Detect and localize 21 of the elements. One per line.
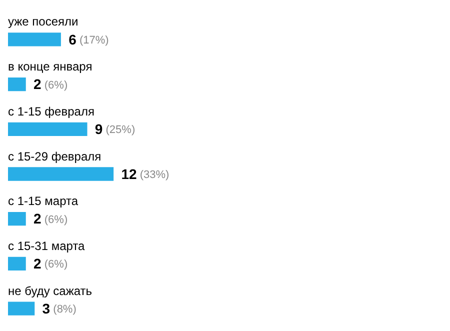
y-tick-label: уже посеяли xyxy=(8,14,78,29)
data-label: 12 (33%) xyxy=(121,166,170,182)
y-tick-label: с 15-29 февраля xyxy=(8,149,102,164)
data-label: 9 (25%) xyxy=(94,121,136,137)
data-label: 3 (8%) xyxy=(42,300,76,316)
data-label: 2 (6%) xyxy=(34,256,68,272)
y-tick-label: с 15-31 марта xyxy=(8,239,86,254)
bar xyxy=(8,212,26,226)
data-label: 6 (17%) xyxy=(68,31,109,48)
bar xyxy=(8,77,26,92)
bar xyxy=(8,256,26,271)
y-tick-label: в конце января xyxy=(8,60,92,74)
bar xyxy=(8,122,88,136)
y-tick-label: с 1-15 марта xyxy=(8,194,78,208)
data-label: 2 (6%) xyxy=(34,210,68,227)
bar xyxy=(8,167,114,181)
data-label: 2 (6%) xyxy=(34,76,68,92)
y-tick-label: не буду сажать xyxy=(8,284,92,298)
bar xyxy=(8,302,35,316)
bar xyxy=(8,32,61,46)
y-tick-label: с 1-15 февраля xyxy=(8,104,94,118)
